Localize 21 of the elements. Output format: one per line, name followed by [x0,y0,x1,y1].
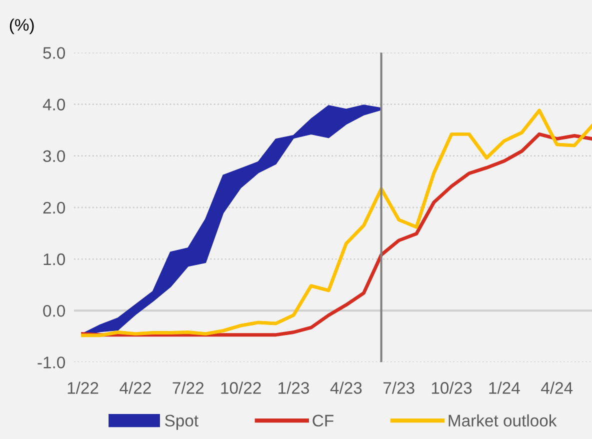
y-tick-label: 5.0 [43,47,66,59]
x-tick-label: 7/23 [383,382,414,394]
x-tick-label: 10/23 [432,382,472,394]
legend-label: Spot [165,414,198,430]
y-tick-label: 1.0 [44,253,66,266]
y-tick-label: 2.0 [43,202,66,214]
x-tick-label: 1/22 [68,382,98,394]
x-tick-label: 10/22 [221,382,261,394]
legend-label: Market outlook [448,414,557,427]
x-tick-label: 4/23 [330,382,362,394]
y-tick-label: 4.0 [42,98,66,110]
x-tick-label: 4/24 [541,382,573,394]
y-tick-label: 0.0 [43,304,66,317]
y-axis-title: (%) [10,18,34,34]
x-tick-label: 4/22 [120,382,151,394]
x-tick-label: 7/22 [172,382,204,394]
y-tick-label: -1.0 [38,356,66,368]
y-tick-label: 3.0 [43,150,66,162]
x-tick-label: 1/24 [489,382,520,394]
legend-label: CF [312,414,334,427]
x-tick-label: 1/23 [278,382,309,394]
